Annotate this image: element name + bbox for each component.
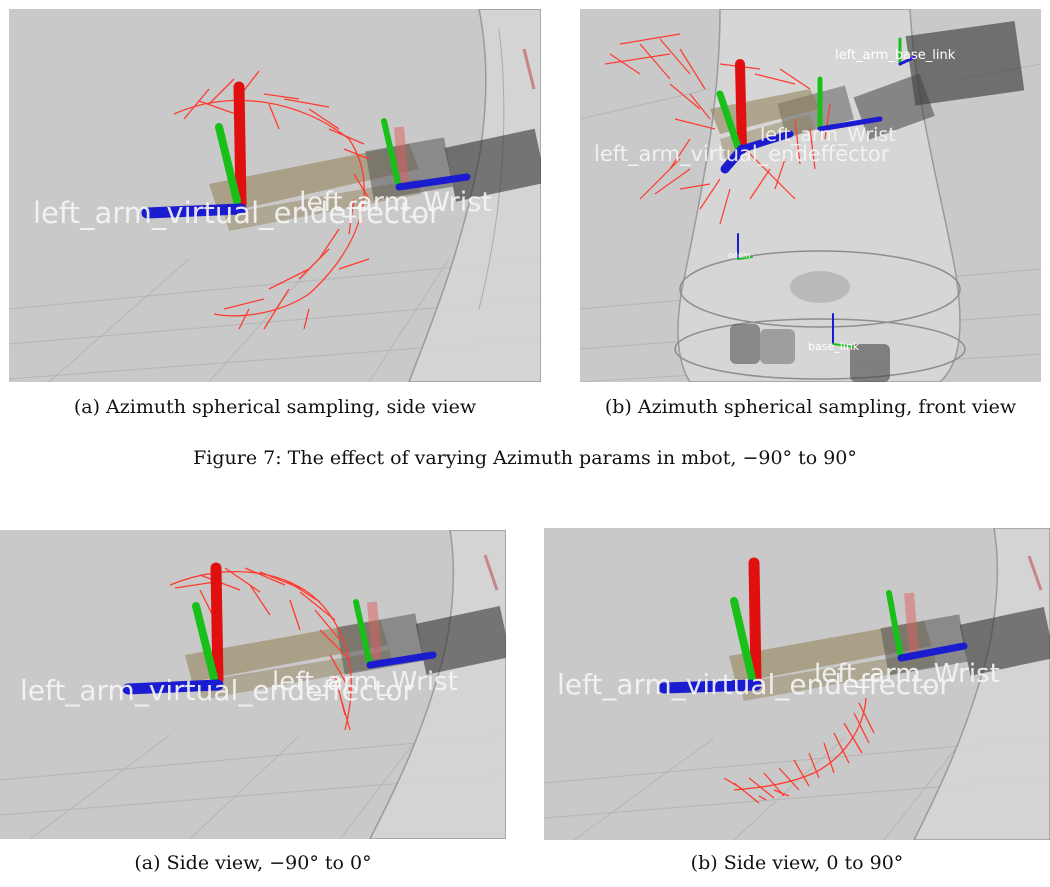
fig8a-caption: (a) Side view, −90° to 0° xyxy=(134,852,372,874)
base-link-label: base_link xyxy=(808,340,860,353)
robot-arm xyxy=(729,592,1050,701)
effector-axes xyxy=(141,81,471,219)
effector-axes xyxy=(658,557,968,694)
fig7b-render: left_arm_virtual_endeffector left_arm_Wr… xyxy=(580,9,1041,382)
robot-body xyxy=(369,530,506,839)
odom-label: odom xyxy=(728,251,751,260)
effector-label: left_arm_virtual_endeffector xyxy=(33,196,441,230)
wrist-label: left_arm_Wrist xyxy=(760,124,896,146)
effector-label: left_arm_virtual_endeffector xyxy=(594,142,890,167)
sample-frames xyxy=(173,70,370,330)
figure7-caption: Figure 7: The effect of varying Azimuth … xyxy=(193,447,857,469)
fig7a-scene: left_arm_virtual_endeffector left_arm_Wr… xyxy=(9,9,541,382)
effector-label: left_arm_virtual_endeffector xyxy=(557,668,951,701)
sample-frames xyxy=(723,697,875,804)
fig8a-render: left_arm_virtual_endeffector left_arm_Wr… xyxy=(0,530,506,839)
fig7a-render: left_arm_virtual_endeffector left_arm_Wr… xyxy=(9,9,541,382)
fig8b-render: left_arm_virtual_endeffector left_arm_Wr… xyxy=(544,528,1050,840)
sample-frames xyxy=(604,33,831,225)
arm-base-link-label: left_arm_base_link xyxy=(835,48,956,63)
fig7a-caption: (a) Azimuth spherical sampling, side vie… xyxy=(73,396,477,418)
effector-axes xyxy=(716,37,917,348)
effector-label: left_arm_virtual_endeffector xyxy=(20,674,414,707)
wrist-label: left_arm_Wrist xyxy=(272,667,458,697)
fig8b-caption: (b) Side view, 0 to 90° xyxy=(690,852,904,874)
wrist-label: left_arm_Wrist xyxy=(814,659,1000,689)
robot-body xyxy=(913,528,1050,840)
fig8b-scene: left_arm_virtual_endeffector left_arm_Wr… xyxy=(544,528,1050,840)
effector-axes xyxy=(122,562,437,695)
fig7b-caption: (b) Azimuth spherical sampling, front vi… xyxy=(604,396,1017,418)
fig8a-scene: left_arm_virtual_endeffector left_arm_Wr… xyxy=(0,530,506,839)
robot-arm xyxy=(185,601,506,700)
wrist-label: left_arm_Wrist xyxy=(299,187,492,218)
fig7b-scene: left_arm_virtual_endeffector left_arm_Wr… xyxy=(580,9,1041,382)
sample-frames xyxy=(169,567,352,731)
